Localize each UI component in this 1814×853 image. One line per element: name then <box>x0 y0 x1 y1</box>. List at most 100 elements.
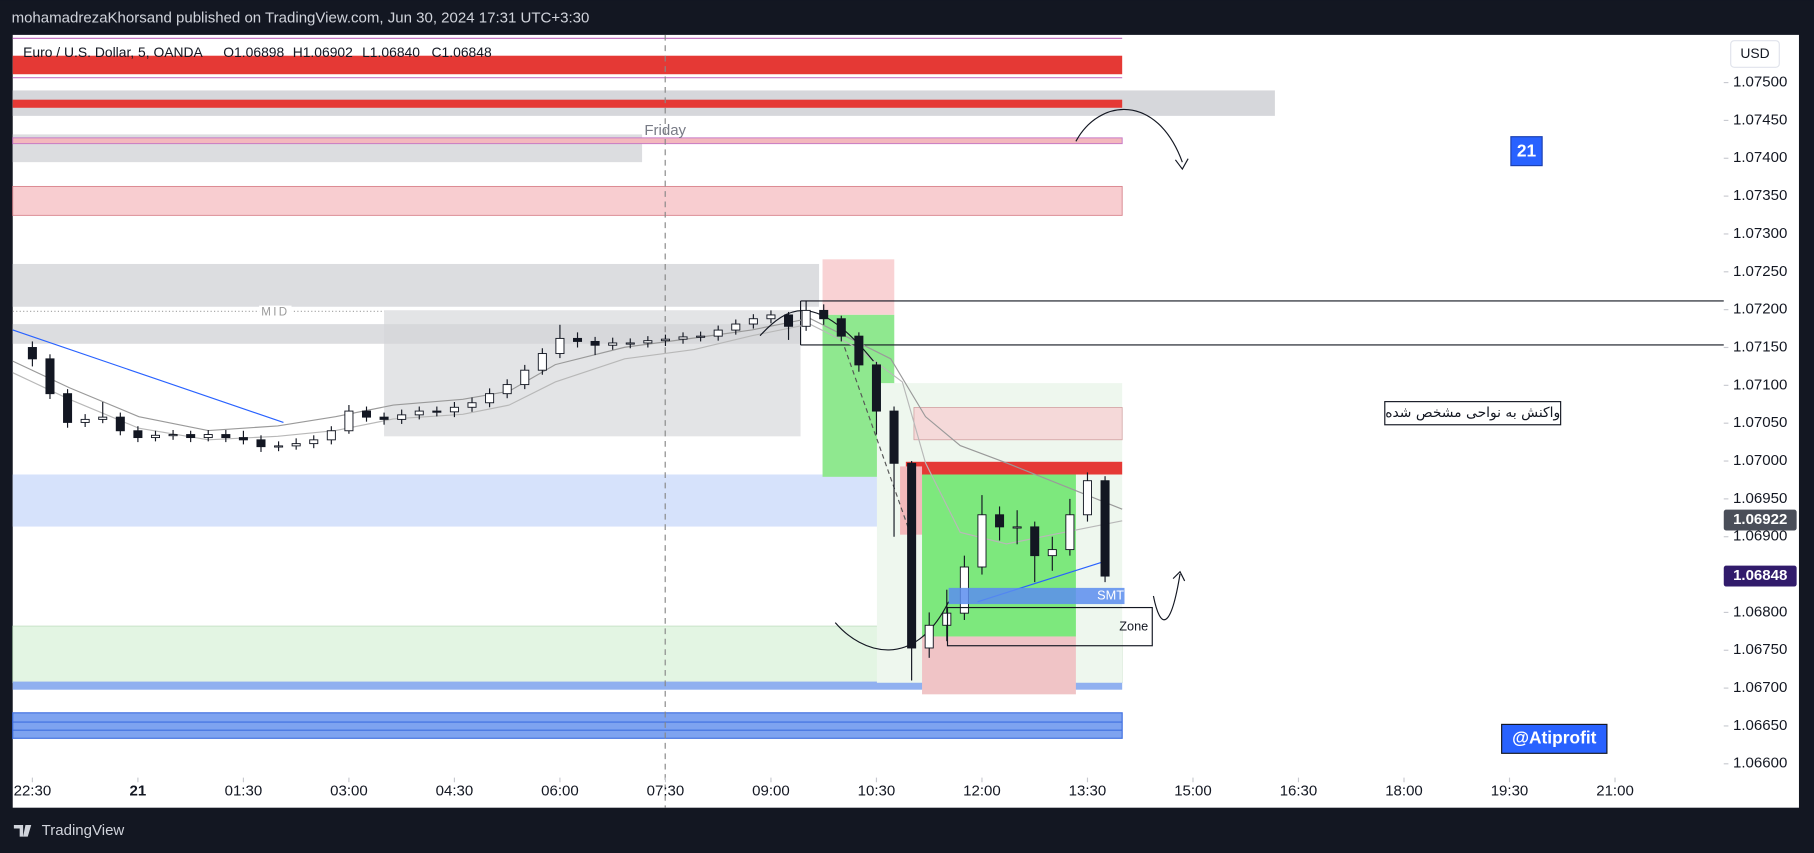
note: واکنش به نواحی مشخص شده <box>1385 405 1560 421</box>
y-tick-label: 1.07050 <box>1733 414 1787 431</box>
trend-line <box>12 329 284 423</box>
y-tick-label: 1.06600 <box>1733 755 1787 772</box>
price-marker <box>1723 565 1797 587</box>
indicators <box>12 109 1189 651</box>
candle-body <box>854 335 864 366</box>
footer-brand: TradingView <box>42 822 125 839</box>
candle-body <box>871 364 881 412</box>
arrow-path <box>1075 109 1183 163</box>
candle-body <box>432 410 442 413</box>
candle-body <box>502 384 512 395</box>
candle-body <box>98 416 108 420</box>
candle-body <box>133 430 143 439</box>
candle-body <box>256 439 266 448</box>
candle-body <box>942 612 952 626</box>
publisher: mohamadrezaKhorsand published on Trading… <box>12 10 590 27</box>
y-tick-label: 1.07450 <box>1733 111 1787 128</box>
zone-label: Zone <box>1119 619 1148 634</box>
smt-label: SMT <box>1097 587 1124 602</box>
x-tick-label: 10:30 <box>858 782 896 799</box>
y-tick-label: 1.06800 <box>1733 603 1787 620</box>
candle-body <box>1047 549 1057 557</box>
y-tick-label: 1.07000 <box>1733 452 1787 469</box>
y-tick-label: 1.06900 <box>1733 528 1787 545</box>
y-tick-label: 1.07200 <box>1733 301 1787 318</box>
x-tick-label: 12:00 <box>963 782 1001 799</box>
candle-body <box>608 342 618 346</box>
position-stop <box>922 636 1076 695</box>
y-tick-label: 1.06950 <box>1733 490 1787 507</box>
candle-body <box>168 434 178 437</box>
price-marker-label: 1.06848 <box>1733 567 1787 584</box>
y-tick-label: 1.06650 <box>1733 717 1787 734</box>
candle-body <box>625 342 635 345</box>
y-tick-label: 1.07100 <box>1733 376 1787 393</box>
candle-body <box>977 514 987 568</box>
labels: Euro / U.S. Dollar, 5, OANDA O1.06898 H1… <box>23 40 1780 754</box>
trend-line <box>843 347 915 545</box>
watermark-box <box>1501 723 1608 754</box>
x-tick-label: 04:30 <box>436 782 474 799</box>
x-tick-label: 03:00 <box>330 782 368 799</box>
candle-body <box>555 337 565 355</box>
x-tick-label: 15:00 <box>1174 782 1212 799</box>
x-tick-label: 09:00 <box>752 782 790 799</box>
moving-average <box>12 323 1123 545</box>
candle-body <box>713 329 723 337</box>
arrow-head <box>1174 158 1189 171</box>
candle-body <box>836 318 846 337</box>
candle-body <box>678 336 688 340</box>
ohlc-close: C1.06848 <box>432 44 492 60</box>
x-tick-label: 01:30 <box>225 782 263 799</box>
candle-body <box>291 443 301 447</box>
y-tick-label: 1.06750 <box>1733 641 1787 658</box>
candle-body <box>186 434 196 439</box>
candle-body <box>995 514 1005 528</box>
badge <box>1510 136 1543 167</box>
currency-box[interactable] <box>1730 40 1780 68</box>
candle-body <box>1030 526 1040 557</box>
candle-body <box>520 369 530 386</box>
x-tick-label: 16:30 <box>1280 782 1318 799</box>
x-tick-label: 06:00 <box>541 782 579 799</box>
y-tick-label: 1.06700 <box>1733 679 1787 696</box>
zone <box>12 99 1123 108</box>
y-tick-label: 1.07350 <box>1733 187 1787 204</box>
candle-body <box>1012 526 1022 529</box>
candle-body <box>309 439 319 445</box>
candle-body <box>573 337 583 342</box>
ohlc-open: O1.06898 <box>223 44 284 60</box>
candle-body <box>344 410 354 432</box>
candle-body <box>115 416 125 432</box>
candle-body <box>590 340 600 346</box>
note-box <box>1384 401 1562 426</box>
zone <box>12 324 801 344</box>
x-tick-label: 13:30 <box>1069 782 1107 799</box>
mid-bg <box>259 305 292 319</box>
zone <box>905 461 1123 475</box>
x-tick-label: 21 <box>130 782 147 799</box>
currency[interactable]: USD <box>1740 45 1769 61</box>
candle-body <box>80 418 90 423</box>
x-tick-label: 21:00 <box>1596 782 1634 799</box>
badge-text: 21 <box>1517 140 1537 160</box>
candle-body <box>1065 514 1075 551</box>
candle-body <box>748 318 758 325</box>
x-tick-label: 19:30 <box>1491 782 1529 799</box>
candle-body <box>63 393 73 423</box>
candle-body <box>203 434 213 439</box>
candle-body <box>397 414 407 420</box>
candle-body <box>1082 480 1092 516</box>
candle-body <box>696 335 706 338</box>
watermark: @Atiprofit <box>1512 727 1597 747</box>
x-tick-label: 18:00 <box>1385 782 1423 799</box>
zone-box <box>946 606 1153 647</box>
candles <box>27 300 1110 681</box>
x-tick-label: 22:30 <box>14 782 52 799</box>
moving-average <box>12 317 1123 510</box>
candle-body <box>537 353 547 371</box>
y-tick-label: 1.07400 <box>1733 149 1787 166</box>
zone <box>12 474 914 527</box>
price-marker <box>1723 509 1797 531</box>
candle-body <box>449 406 459 413</box>
